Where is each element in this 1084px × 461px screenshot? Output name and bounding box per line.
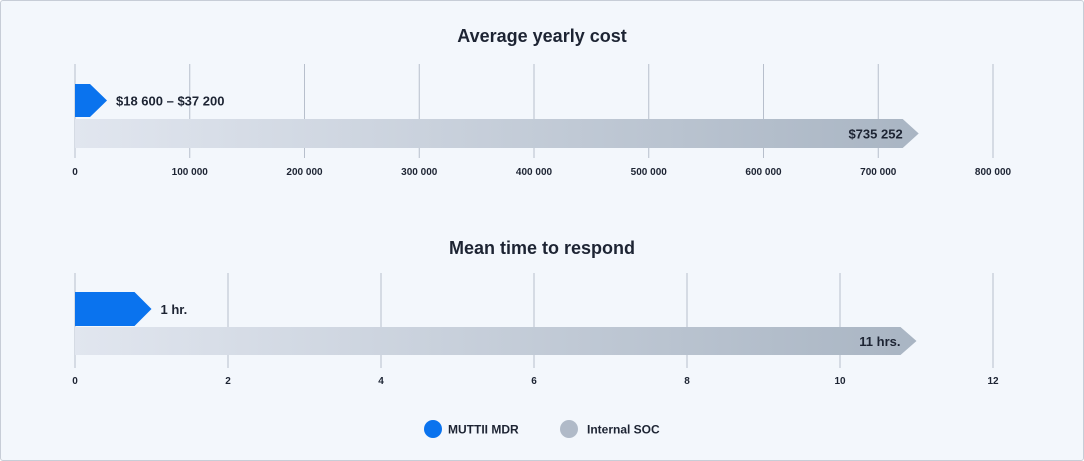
axis-tick-label: 8	[684, 376, 690, 387]
axis-tick-label: 800 000	[975, 167, 1012, 178]
axis-tick-label: 100 000	[172, 167, 209, 178]
chart-title: Mean time to respond	[449, 238, 635, 258]
axis-tick-label: 6	[531, 376, 537, 387]
axis-tick-label: 12	[987, 376, 999, 387]
axis-tick-label: 600 000	[745, 167, 782, 178]
mdr-value-label: $18 600 – $37 200	[116, 94, 224, 109]
mdr-bar	[75, 84, 108, 117]
internal-soc-value-label: $735 252	[848, 127, 902, 142]
axis-tick-label: 10	[834, 376, 846, 387]
legend-label: Internal SOC	[587, 423, 660, 437]
axis-tick-label: 400 000	[516, 167, 553, 178]
axis-tick-label: 700 000	[860, 167, 897, 178]
axis-tick-label: 0	[72, 167, 78, 178]
internal-soc-value-label: 11 hrs.	[859, 334, 900, 349]
mdr-value-label: 1 hr.	[161, 302, 188, 317]
legend-swatch	[560, 420, 578, 438]
axis-tick-label: 0	[72, 376, 78, 387]
axis-tick-label: 2	[225, 376, 231, 387]
internal-soc-bar	[75, 327, 917, 355]
axis-tick-label: 200 000	[286, 167, 323, 178]
legend-label: MUTTII MDR	[448, 423, 519, 437]
axis-tick-label: 500 000	[631, 167, 668, 178]
mdr-bar	[75, 292, 152, 326]
internal-soc-bar	[75, 119, 919, 148]
chart-title: Average yearly cost	[457, 26, 626, 46]
axis-tick-label: 300 000	[401, 167, 438, 178]
legend-swatch	[424, 420, 442, 438]
axis-tick-label: 4	[378, 376, 384, 387]
